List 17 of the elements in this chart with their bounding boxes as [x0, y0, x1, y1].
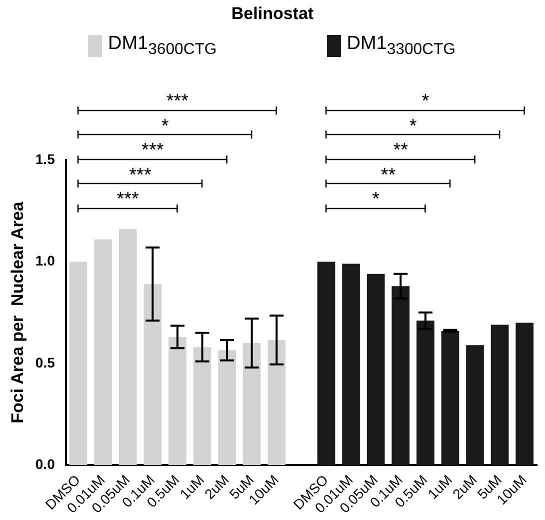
chart-title: Belinostat [230, 4, 315, 24]
text: * [422, 91, 430, 112]
annotation: *** [142, 140, 164, 161]
annotation: ** [380, 164, 396, 186]
y-tick-label: 1.5 [35, 150, 56, 167]
y-axis-title: Foci Area per Nuclear Area [8, 201, 27, 424]
annotation: * [372, 189, 380, 210]
annotation: *** [129, 164, 152, 186]
y-tick-label: 0.0 [35, 456, 56, 472]
legend-label: DM1$_{3300CTG}$ [346, 33, 456, 59]
annotation: ** * [393, 116, 417, 161]
annotation: *** [116, 189, 139, 210]
y-tick-label: 1.0 [35, 252, 56, 269]
y-tick-label: 0.5 [35, 354, 56, 370]
legend-label: DM1$_{3600CTG}$ [108, 33, 217, 59]
text: *** [166, 91, 189, 112]
text: * [161, 116, 169, 136]
